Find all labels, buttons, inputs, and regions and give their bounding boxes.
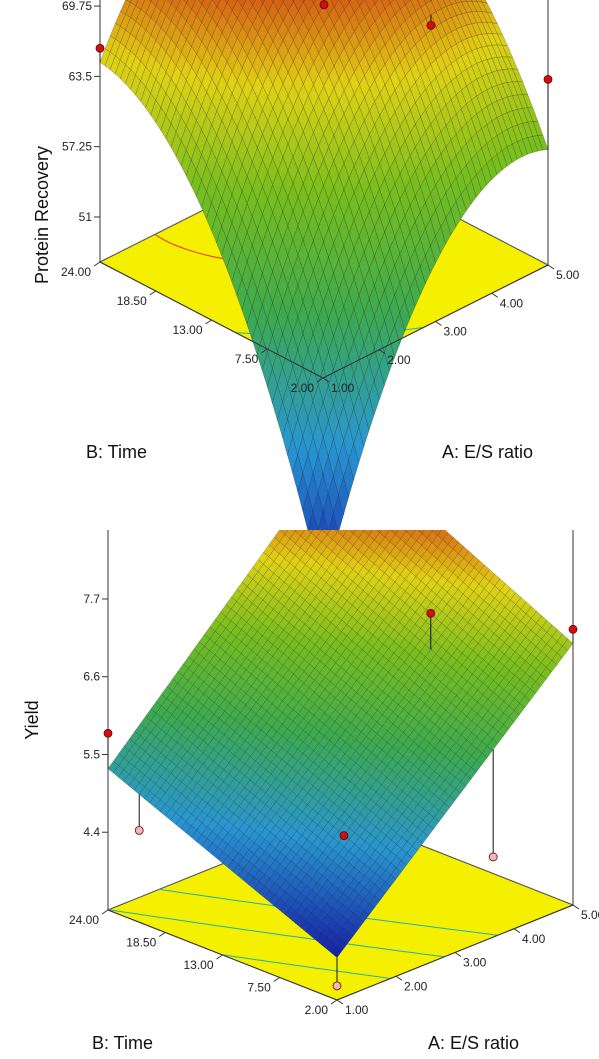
design-point [543,74,553,84]
x-tick-label: 1.00 [345,1003,369,1017]
protein-recovery-plot: 1.00 2.00 3.00 4.00 5.00 2.00 7.50 13.00 18.50 24… [32,0,580,530]
x-tick-mark [378,349,386,355]
z-tick-label: 57.25 [62,140,92,154]
surface-cell [281,0,285,3]
y-tick-mark [316,377,324,383]
x-tick-mark [454,952,462,957]
design-point [332,981,342,991]
y-tick-label: 24.00 [61,265,91,279]
y-tick-label: 7.50 [235,352,259,366]
z-axis-title: Protein Recovery [32,146,52,284]
contour-line [108,909,445,958]
design-points [103,608,578,841]
z-tick-label: 6.6 [83,670,100,684]
surface-cell [311,0,316,4]
x-tick-mark [547,264,555,270]
y-tick-mark [93,261,101,267]
yield-plot: 1.00 2.00 3.00 4.00 5.00 2.00 7.50 13.00 18.50 24… [22,530,599,1053]
tick-labels: 1.00 2.00 3.00 4.00 5.00 2.00 7.50 13.00 18.50 24… [69,592,599,1017]
x-tick-label: 4.00 [522,932,546,946]
design-point [319,0,329,10]
x-tick-label: 2.00 [387,353,411,367]
surface-cell [317,511,328,530]
x-axis-title: A: E/S ratio [428,1033,519,1053]
y-tick-label: 24.00 [69,913,99,927]
y-tick-label: 7.50 [247,981,271,995]
y-tick-mark [149,290,157,296]
surface-cell [376,530,382,533]
design-point [103,728,113,738]
y-tick-label: 2.00 [291,381,315,395]
x-tick-mark [322,377,330,383]
x-tick-label: 2.00 [404,979,428,993]
y-tick-mark [216,954,223,960]
y-tick-mark [273,977,281,982]
y-axis-title: B: Time [92,1033,153,1053]
x-tick-label: 4.00 [500,296,524,310]
design-point [426,608,436,618]
y-tick-label: 13.00 [183,958,213,972]
surface-cell [307,510,319,530]
x-tick-mark [395,975,403,981]
z-tick-label: 4.4 [83,825,100,839]
z-axis-title: Yield [22,700,42,739]
protein-recovery-chart: 1.00 2.00 3.00 4.00 5.00 2.00 7.50 13.00 18.50 24… [32,0,580,530]
design-point [339,831,349,841]
y-axis-title: B: Time [86,442,147,462]
y-tick-mark [101,909,109,915]
x-tick-label: 5.00 [556,268,580,282]
surface-cell [249,0,256,6]
y-tick-mark [205,319,212,325]
surface-cell [260,0,265,4]
response-surface [107,530,574,958]
design-point [134,825,144,835]
response-surface [99,0,549,530]
surface-cell [335,530,340,533]
design-points [95,0,553,150]
x-tick-label: 3.00 [463,956,487,970]
surface-cell [224,0,229,4]
surface-cell [271,0,275,3]
design-point [488,852,498,862]
surface-cell [293,530,297,532]
x-tick-mark [513,928,521,934]
z-tick-label: 51 [79,210,93,224]
y-tick-mark [260,348,268,354]
x-axis-title: A: E/S ratio [442,442,533,462]
z-tick-label: 5.5 [83,747,100,761]
surface-cell [331,945,343,958]
x-tick-label: 3.00 [444,325,468,339]
z-tick-label: 7.7 [83,592,100,606]
surface-cell [347,0,352,3]
design-point [95,43,105,53]
y-tick-label: 2.00 [305,1003,329,1017]
surface-cell [183,0,189,4]
y-tick-label: 18.50 [126,936,156,950]
surface-cell [328,512,338,530]
x-tick-mark [572,904,580,910]
y-tick-mark [330,999,338,1005]
surface-cell [403,530,408,532]
design-point [426,20,436,30]
surface-cell [292,0,295,3]
x-tick-label: 1.00 [331,381,355,395]
x-tick-mark [435,321,442,326]
y-tick-mark [158,932,166,937]
design-point [568,624,578,634]
x-tick-mark [336,999,344,1005]
x-tick-label: 5.00 [581,908,599,922]
design-point-stems-below [134,703,498,991]
yield-chart: 1.00 2.00 3.00 4.00 5.00 2.00 7.50 13.00 18.50 24… [0,530,599,1059]
y-tick-label: 18.50 [117,294,147,308]
z-tick-label: 69.75 [62,0,92,13]
y-tick-label: 13.00 [172,323,202,337]
z-tick-label: 63.5 [69,69,93,83]
tick-labels: 1.00 2.00 3.00 4.00 5.00 2.00 7.50 13.00 18.50 24… [61,0,580,395]
surface-cell [302,0,306,3]
x-tick-mark [491,292,499,298]
